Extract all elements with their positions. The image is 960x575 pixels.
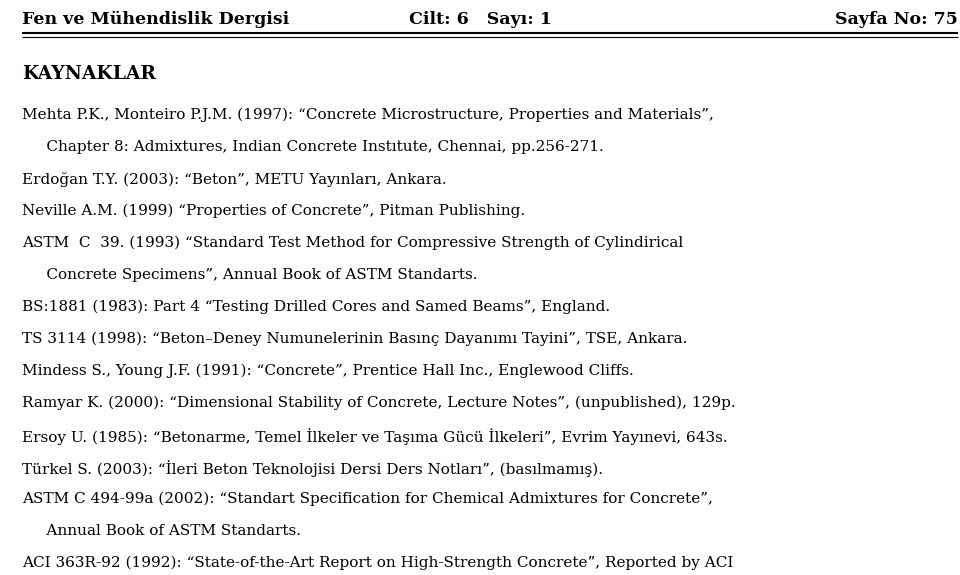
Text: Ersoy U. (1985): “Betonarme, Temel İlkeler ve Taşıma Gücü İlkeleri”, Evrim Yayın: Ersoy U. (1985): “Betonarme, Temel İlkel…: [22, 428, 728, 445]
Text: ACI 363R-92 (1992): “State-of-the-Art Report on High-Strength Concrete”, Reporte: ACI 363R-92 (1992): “State-of-the-Art Re…: [22, 556, 733, 570]
Text: Ramyar K. (2000): “Dimensional Stability of Concrete, Lecture Notes”, (unpublish: Ramyar K. (2000): “Dimensional Stability…: [22, 396, 735, 411]
Text: KAYNAKLAR: KAYNAKLAR: [22, 65, 156, 83]
Text: Türkel S. (2003): “İleri Beton Teknolojisi Dersi Ders Notları”, (basılmamış).: Türkel S. (2003): “İleri Beton Teknoloji…: [22, 460, 603, 477]
Text: TS 3114 (1998): “Beton–Deney Numunelerinin Basınç Dayanımı Tayini”, TSE, Ankara.: TS 3114 (1998): “Beton–Deney Numunelerin…: [22, 332, 687, 346]
Text: ASTM  C  39. (1993) “Standard Test Method for Compressive Strength of Cylindiric: ASTM C 39. (1993) “Standard Test Method …: [22, 236, 684, 250]
Text: Annual Book of ASTM Standarts.: Annual Book of ASTM Standarts.: [22, 524, 301, 538]
Text: Chapter 8: Admixtures, Indian Concrete Instıtute, Chennai, pp.256-271.: Chapter 8: Admixtures, Indian Concrete I…: [22, 140, 604, 154]
Text: Fen ve Mühendislik Dergisi: Fen ve Mühendislik Dergisi: [22, 11, 289, 28]
Text: Cilt: 6   Sayı: 1: Cilt: 6 Sayı: 1: [409, 11, 551, 28]
Text: Concrete Specimens”, Annual Book of ASTM Standarts.: Concrete Specimens”, Annual Book of ASTM…: [22, 268, 477, 282]
Text: BS:1881 (1983): Part 4 “Testing Drilled Cores and Samed Beams”, England.: BS:1881 (1983): Part 4 “Testing Drilled …: [22, 300, 611, 315]
Text: ASTM C 494-99a (2002): “Standart Specification for Chemical Admixtures for Concr: ASTM C 494-99a (2002): “Standart Specifi…: [22, 492, 713, 507]
Text: Mehta P.K., Monteiro P.J.M. (1997): “Concrete Microstructure, Properties and Mat: Mehta P.K., Monteiro P.J.M. (1997): “Con…: [22, 108, 714, 122]
Text: Erdoğan T.Y. (2003): “Beton”, METU Yayınları, Ankara.: Erdoğan T.Y. (2003): “Beton”, METU Yayın…: [22, 172, 446, 187]
Text: Neville A.M. (1999) “Properties of Concrete”, Pitman Publishing.: Neville A.M. (1999) “Properties of Concr…: [22, 204, 525, 218]
Text: Sayfa No: 75: Sayfa No: 75: [835, 11, 958, 28]
Text: Mindess S., Young J.F. (1991): “Concrete”, Prentice Hall Inc., Englewood Cliffs.: Mindess S., Young J.F. (1991): “Concrete…: [22, 364, 634, 378]
